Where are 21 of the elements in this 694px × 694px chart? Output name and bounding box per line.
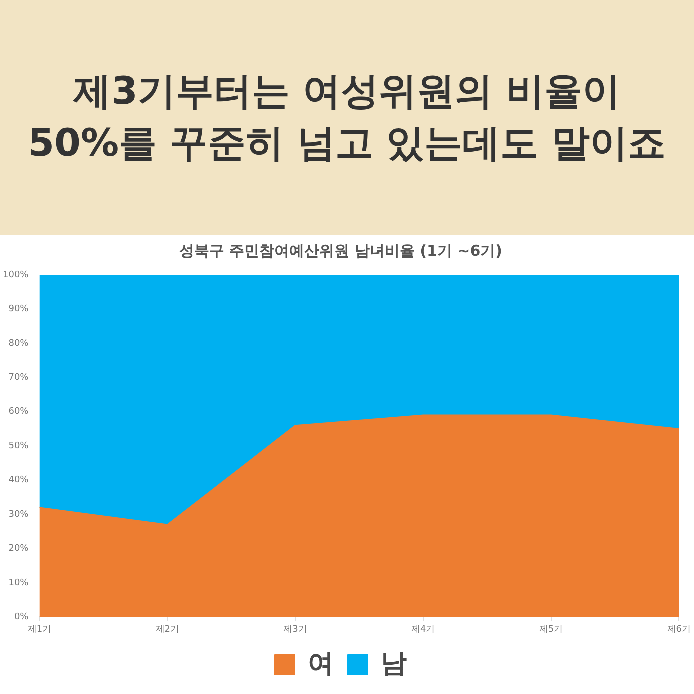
y-tick-label: 20% (8, 544, 30, 554)
y-tick-label: 30% (8, 510, 30, 520)
x-tick-label: 제2기 (156, 624, 180, 635)
y-tick-label: 100% (2, 270, 30, 280)
x-tick-label: 제3기 (284, 624, 308, 635)
x-tick-label: 제5기 (539, 624, 564, 635)
y-tick-label: 10% (8, 578, 30, 588)
x-tick-label: 제6기 (667, 624, 692, 635)
y-tick-label: 90% (8, 304, 30, 315)
legend-label: 남 (381, 648, 407, 679)
x-tick-label: 제4기 (412, 624, 436, 635)
x-tick-label: 제1기 (28, 624, 52, 635)
y-tick-label: 80% (8, 338, 30, 349)
y-tick-label: 0% (14, 612, 30, 623)
y-tick-label: 60% (8, 407, 30, 418)
legend-label: 여 (308, 648, 334, 679)
y-tick-label: 50% (8, 441, 30, 452)
y-tick-label: 40% (8, 476, 30, 486)
chart-subtitle: 성북구 주민참여예산위원 남녀비율 (1기 ~6기) (179, 242, 503, 260)
y-tick-label: 70% (8, 373, 30, 384)
chart-title: 제3기부터는 여성위원의 비율이 50%를 꾸준히 넘고 있는데도 말이죠 (28, 68, 666, 166)
